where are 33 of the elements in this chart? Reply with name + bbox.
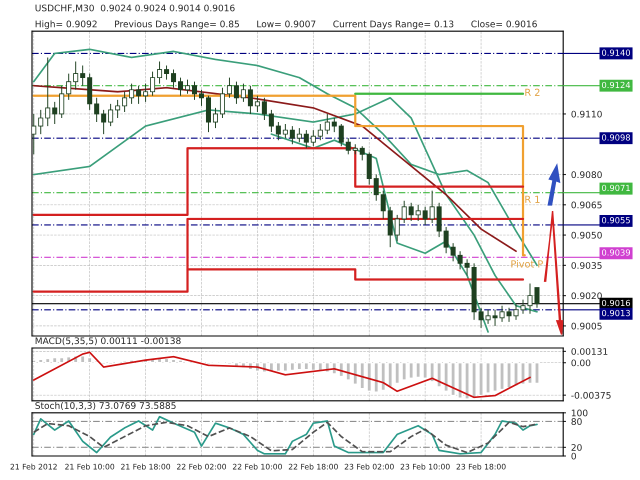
text: Close= 0.9016	[471, 20, 537, 28]
y-tick-label: 0.9035	[571, 262, 602, 269]
ref-line-label: 0.9098	[602, 134, 630, 141]
ref-line-label: 0.9124	[602, 82, 630, 88]
y-tick-label: 0.9020	[571, 292, 602, 300]
y-tick-label: 100	[572, 410, 588, 416]
text: Current Days Range= 0.13	[333, 20, 454, 30]
y-tick-label: -0.00375	[571, 392, 611, 399]
y-tick-label: 80	[571, 418, 582, 425]
ref-line-label: 0.9016	[602, 300, 630, 306]
chart-title: USDCHF,M30 0.9024 0.9024 0.9014 0.9016	[36, 4, 235, 12]
y-tick-label: 0.9065	[571, 202, 602, 208]
annotation: R 2	[525, 88, 540, 96]
ref-line-label: 0.9140	[602, 50, 630, 56]
y-tick-label: 20	[572, 444, 582, 451]
y-tick-label: 0.9005	[571, 322, 602, 330]
text: Previous Days Range= 0.85	[115, 20, 239, 30]
ref-line-label: 0.9055	[602, 217, 630, 224]
text: Low= 0.9007	[257, 20, 316, 28]
y-tick-label: 0.00131	[571, 348, 608, 355]
y-tick-label: 0	[571, 452, 576, 460]
annotation: R 1	[525, 196, 540, 203]
text: High= 0.9092	[36, 20, 97, 30]
annotation: Pivot P	[511, 260, 543, 268]
y-tick-label: 0.9110	[571, 110, 602, 118]
y-tick-label: 0.00	[571, 359, 590, 366]
ref-line-label: 0.9039	[602, 249, 630, 256]
y-tick-label: 0.9080	[571, 171, 602, 178]
chart-title: MACD(5,35,5) 0.00111 -0.00138	[36, 337, 181, 346]
chart-title: Stoch(10,3,3) 73.0769 73.5885	[35, 402, 176, 410]
y-tick-label: 0.9050	[571, 232, 602, 239]
ref-line-label: 0.9071	[602, 184, 630, 192]
ref-line-label: 0.9013	[602, 310, 630, 316]
